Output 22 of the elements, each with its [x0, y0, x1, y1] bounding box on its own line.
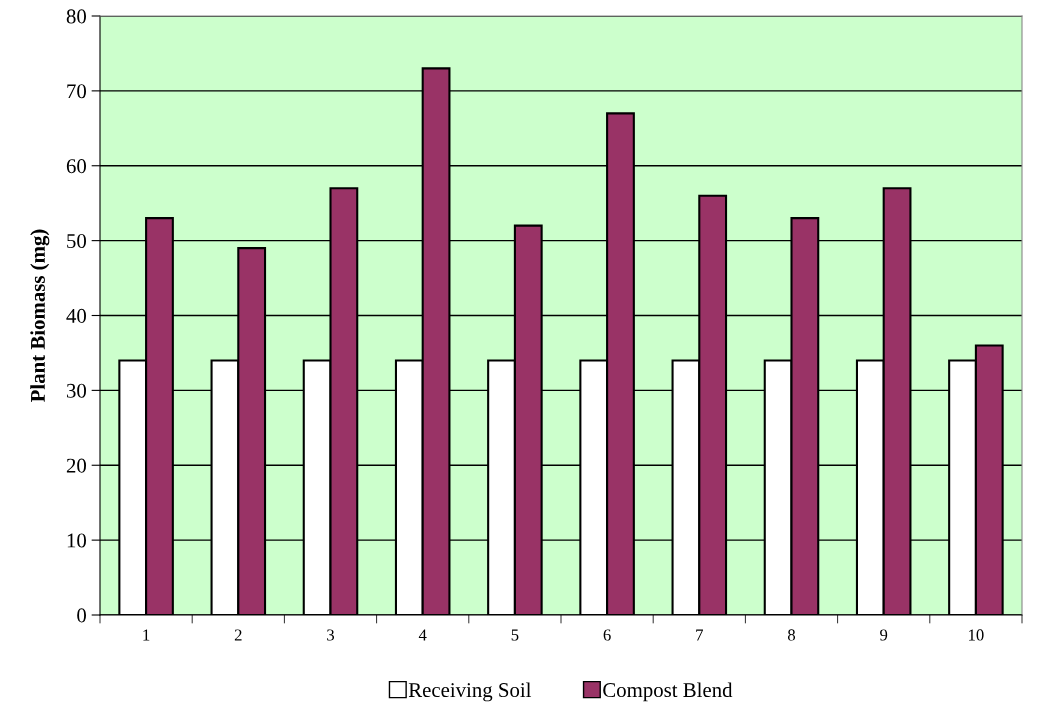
x-tick-label: 2 — [234, 629, 242, 641]
legend-label: Receiving Soil — [408, 682, 532, 702]
x-tick-label: 9 — [880, 629, 888, 641]
y-tick-label: 80 — [66, 9, 87, 24]
x-tick-label: 8 — [787, 629, 796, 641]
x-tick-label: 10 — [969, 629, 984, 641]
x-tick-label: 3 — [327, 629, 335, 641]
y-tick-label: 10 — [67, 533, 87, 548]
y-tick-label: 70 — [67, 84, 87, 99]
y-tick-label: 20 — [66, 458, 87, 473]
x-tick-label: 5 — [511, 629, 519, 641]
y-tick-label: 60 — [66, 159, 87, 174]
y-tick-label: 0 — [77, 608, 87, 623]
y-tick-label: 40 — [66, 308, 87, 323]
x-tick-label: 7 — [696, 629, 703, 641]
y-axis-title: Plant Biomass (mg) — [30, 229, 50, 402]
y-tick-label: 30 — [66, 383, 87, 398]
x-tick-label: 6 — [603, 629, 611, 641]
x-tick-label: 1 — [143, 629, 150, 641]
x-tick-label: 4 — [418, 629, 427, 641]
legend-label: Compost Blend — [603, 682, 733, 702]
y-tick-label: 50 — [67, 234, 87, 249]
